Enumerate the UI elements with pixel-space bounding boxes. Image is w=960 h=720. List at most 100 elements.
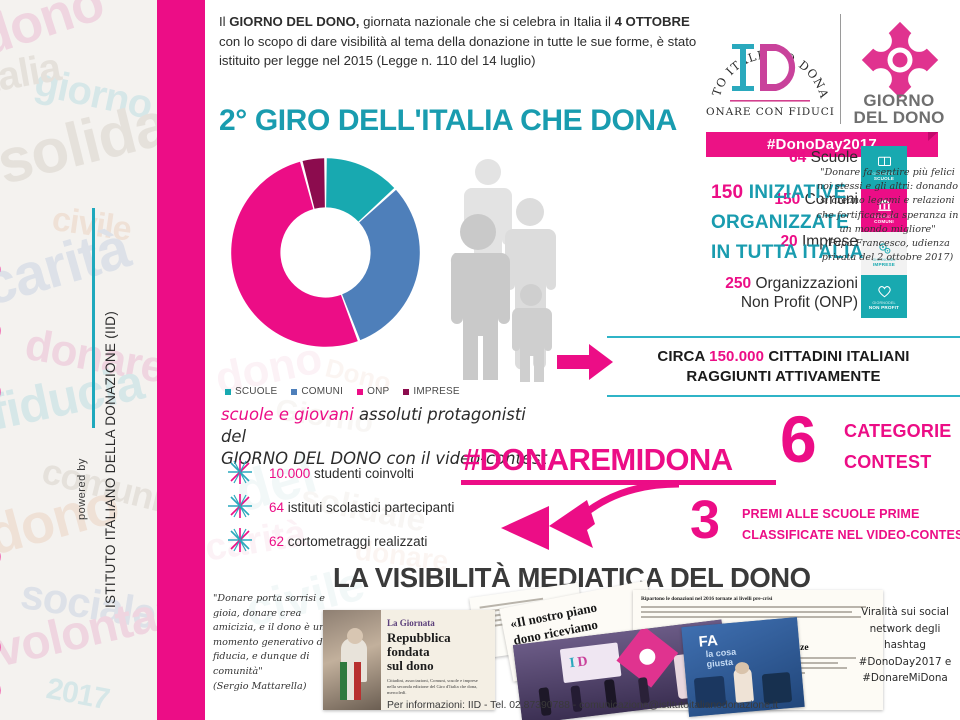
badge-comuni: GIORNODEL COMUNI <box>861 189 907 232</box>
stat-onp-label-b: Non Profit (ONP) <box>740 294 858 311</box>
mattarella-quote: "Donare porta sorrisi e gioia, donare cr… <box>213 592 331 694</box>
iniziative-line3: IN TUTTA ITALIA <box>711 242 864 263</box>
intro-part1: Il <box>219 14 230 29</box>
gdd-line2: DEL DONO <box>853 108 945 127</box>
hashtag-underline <box>461 480 776 485</box>
bullet-text: 62 cortometraggi realizzati <box>269 534 427 549</box>
intro-bold2: 4 OTTOBRE <box>614 14 690 29</box>
circa-suffix: CITTADINI ITALIANI <box>764 348 910 365</box>
viralita-line5: #DonareMiDona <box>862 672 948 684</box>
badge-top-label: GIORNODEL <box>872 257 896 262</box>
gears-icon <box>878 242 890 254</box>
legend-swatch <box>403 388 410 395</box>
mattarella-quote-text: "Donare porta sorrisi e gioia, donare cr… <box>213 593 326 677</box>
band-rule-top <box>607 336 960 338</box>
clip1-body: Cittadini, associazioni, Comuni, scuole … <box>387 678 478 695</box>
six-categorie-block: 6 CATEGORIE CONTEST <box>780 406 960 482</box>
circa-line2: RAGGIUNTI ATTIVAMENTE <box>686 368 881 385</box>
legend-item-comuni: COMUNI <box>291 386 343 397</box>
people-silhouettes-icon <box>450 159 556 382</box>
bullet-text: 10.000 studenti coinvolti <box>269 466 414 481</box>
legend-item-onp: ONP <box>357 386 389 397</box>
stat-onp: 250 Organizzazioni Non Profit (ONP) <box>523 274 858 312</box>
bullet-label: cortometraggi realizzati <box>284 533 428 549</box>
stat-comuni: 150 Comuni <box>523 190 858 209</box>
stat-onp-label-a: Organizzazioni <box>755 275 858 292</box>
scuole-giovani-line2: GIORNO DEL DONO con il video-contest <box>221 449 547 468</box>
stat-comuni-number: 150 <box>774 191 801 208</box>
legend-swatch <box>357 388 364 395</box>
chart-legend: SCUOLE COMUNI ONP IMPRESE <box>225 386 460 397</box>
badge-top-label: GIORNODEL <box>872 171 896 176</box>
donut-chart <box>223 150 428 395</box>
stat-imprese: 20 Imprese <box>523 232 858 251</box>
building-icon <box>877 199 891 211</box>
three-number: 3 <box>690 490 721 550</box>
stat-imprese-number: 20 <box>780 233 798 250</box>
iniziative-number: 150 <box>711 182 744 203</box>
stat-onp-number: 250 <box>725 275 752 292</box>
badge-bottom-label: NON PROFIT <box>868 304 900 310</box>
legend-label: COMUNI <box>301 386 344 397</box>
asterisk-star-icon <box>228 528 252 552</box>
badge-top-label: GIORNODEL <box>872 214 896 219</box>
legend-label: IMPRESE <box>413 386 460 397</box>
circa-prefix: CIRCA <box>657 348 710 365</box>
viralita-social-text: Viralità sui social network degli hashta… <box>850 604 960 687</box>
intro-paragraph: Il GIORNO DEL DONO, giornata nazionale c… <box>219 12 704 71</box>
magenta-arrow-right-icon <box>557 344 613 380</box>
three-labels: PREMI ALLE SCUOLE PRIME CLASSIFICATE NEL… <box>742 504 960 546</box>
hashtag-donaremidona: #DONAREMIDONA <box>463 442 733 477</box>
powered-by-label: powered by <box>76 458 88 520</box>
clipping-repubblica: La Giornata Repubblica fondata sul dono … <box>323 610 495 710</box>
six-labels: CATEGORIE CONTEST <box>844 416 951 478</box>
stat-scuole-label: Scuole <box>810 149 858 166</box>
logo-block: ISTITUTO ITALIANO DONAZIONE DONARE CON F… <box>702 6 950 161</box>
bullet-number: 10.000 <box>269 465 311 481</box>
intro-part3: con lo scopo di dare visibilità al tema … <box>219 33 697 69</box>
bullet-item: 62 cortometraggi realizzati <box>227 524 527 558</box>
legend-label: ONP <box>367 386 390 397</box>
giorno-del-dono-logo-icon <box>861 21 939 99</box>
bullet-item: 10.000 studenti coinvolti <box>227 456 527 490</box>
legend-label: SCUOLE <box>235 386 278 397</box>
legend-item-scuole: SCUOLE <box>225 386 277 397</box>
category-badges: GIORNODEL SCUOLE GIORNODEL COMUNI GIORNODEL I… <box>861 146 907 318</box>
bullet-label: istituti scolastici partecipanti <box>284 499 455 515</box>
donut-slice-comuni <box>342 189 420 341</box>
book-icon <box>877 156 891 166</box>
viralita-line1: Viralità sui social <box>861 606 949 618</box>
asterisk-star-icon <box>228 494 252 518</box>
wordcloud-background: donogiornosolidalecivilecaritàdonarefidu… <box>0 0 157 720</box>
svg-text:DONARE CON FIDUCIA: DONARE CON FIDUCIA <box>706 106 834 118</box>
badge-scuole: GIORNODEL SCUOLE <box>861 146 907 189</box>
iniziative-line2: ORGANIZZATE <box>711 212 850 233</box>
bullet-number: 64 <box>269 499 285 515</box>
papa-quote-attribution: (Papa Francesco, udienza privata del 2 o… <box>821 238 954 264</box>
badge-bottom-label: COMUNI <box>874 218 894 224</box>
badge-imprese: GIORNODEL IMPRESE <box>861 232 907 275</box>
legend-swatch <box>291 388 298 395</box>
bullet-number: 62 <box>269 533 285 549</box>
stat-comuni-label: Comuni <box>804 191 858 208</box>
wordcloud-term: 2017 <box>43 672 112 717</box>
heart-icon <box>877 285 891 297</box>
donut-chart-svg <box>231 158 420 347</box>
bullet-item: 64 istituti scolastici partecipanti <box>227 490 527 524</box>
circa-text: CIRCA 150.000 CITTADINI ITALIANI RAGGIUN… <box>607 338 960 395</box>
legend-swatch <box>225 388 231 395</box>
circa-cittadini-band: CIRCA 150.000 CITTADINI ITALIANI RAGGIUN… <box>607 336 960 397</box>
mattarella-quote-attribution: (Sergio Mattarella) <box>213 680 307 692</box>
main-content: dono Giorno del Dono carità solidale civile don… <box>205 0 960 720</box>
scuole-giovani-statement: scuole e giovani assoluti protagonisti d… <box>221 404 551 470</box>
three-premi-block: 3 PREMI ALLE SCUOLE PRIME CLASSIFICATE N… <box>690 492 960 560</box>
clip1-head3: sul dono <box>387 658 434 673</box>
viralita-line4: #DonoDay2017 e <box>858 655 952 668</box>
six-line1: CATEGORIE <box>844 421 952 441</box>
donut-slice-onp <box>231 161 358 347</box>
bullet-text: 64 istituti scolastici partecipanti <box>269 500 454 515</box>
banner-fold-corner <box>928 132 938 141</box>
intro-part2: giornata nazionale che si celebra in Ita… <box>359 14 615 29</box>
logo-divider <box>840 14 841 124</box>
